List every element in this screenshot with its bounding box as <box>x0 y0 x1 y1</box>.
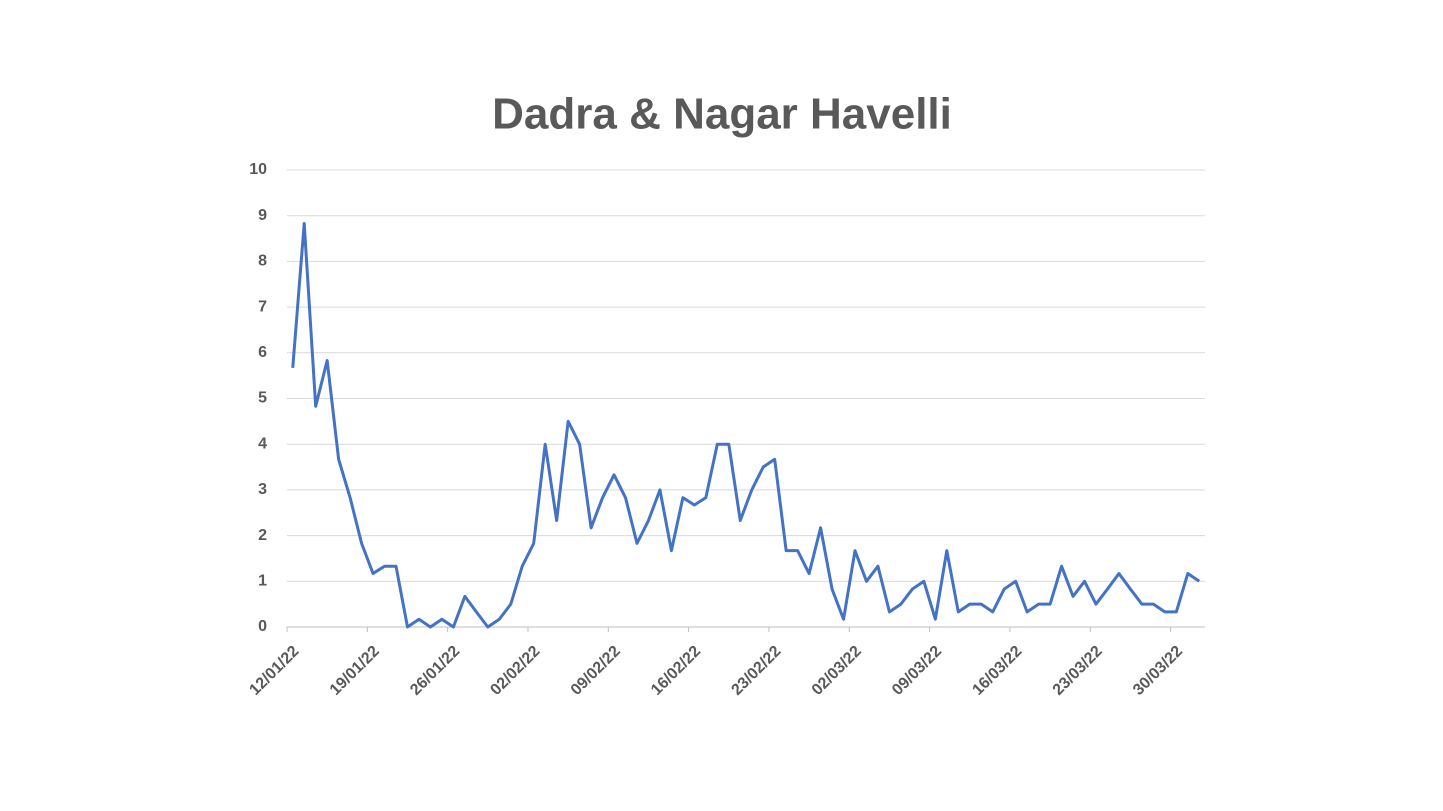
y-tick-label: 4 <box>258 435 267 452</box>
y-tick-label: 8 <box>258 253 267 270</box>
x-tick-label: 12/01/22 <box>246 643 302 699</box>
x-tick-label: 30/03/22 <box>1130 643 1186 699</box>
y-tick-label: 7 <box>258 298 267 315</box>
chart-title: Dadra & Nagar Havelli <box>492 90 952 139</box>
y-tick-label: 5 <box>258 390 267 407</box>
y-tick-label: 10 <box>249 161 267 178</box>
x-tick-label: 09/02/22 <box>568 643 624 699</box>
y-tick-label: 3 <box>258 481 267 498</box>
y-tick-label: 0 <box>258 618 267 635</box>
x-tick-label: 02/02/22 <box>487 643 543 699</box>
x-tick-label: 02/03/22 <box>809 643 865 699</box>
x-tick-label: 16/03/22 <box>969 643 1025 699</box>
x-tick-label: 16/02/22 <box>648 643 704 699</box>
y-tick-label: 2 <box>258 527 267 544</box>
x-tick-label: 23/03/22 <box>1050 643 1106 699</box>
y-tick-label: 6 <box>258 344 267 361</box>
x-tick-label: 19/01/22 <box>327 643 383 699</box>
y-tick-label: 9 <box>258 207 267 224</box>
x-tick-label: 26/01/22 <box>407 643 463 699</box>
x-tick-label: 23/02/22 <box>728 643 784 699</box>
y-tick-label: 1 <box>258 573 267 590</box>
data-line <box>291 221 1201 629</box>
x-tick-label: 09/03/22 <box>889 643 945 699</box>
